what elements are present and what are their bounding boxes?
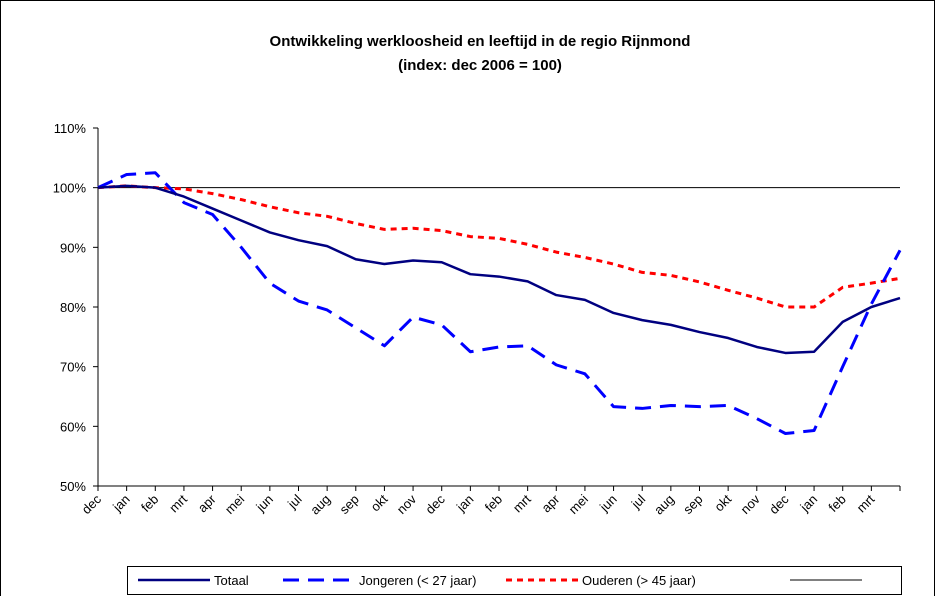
y-tick-label: 110%: [54, 121, 87, 136]
chart-title: Ontwikkeling werkloosheid en leeftijd in…: [270, 33, 691, 50]
y-tick-label: 70%: [60, 360, 86, 375]
legend-label: Ouderen (> 45 jaar): [582, 573, 696, 588]
chart-subtitle: (index: dec 2006 = 100): [398, 57, 562, 74]
y-tick-label: 50%: [60, 479, 86, 494]
y-tick-label: 100%: [53, 181, 87, 196]
series-line: [97, 184, 901, 309]
legend-label: Jongeren (< 27 jaar): [359, 573, 476, 588]
series-line: [97, 171, 902, 435]
y-tick-label: 80%: [60, 300, 86, 315]
legend-box: [127, 566, 902, 595]
series-line: [97, 184, 901, 355]
y-tick-label: 90%: [60, 240, 86, 255]
y-tick-label: 60%: [60, 419, 86, 434]
legend-label: Totaal: [214, 573, 249, 588]
